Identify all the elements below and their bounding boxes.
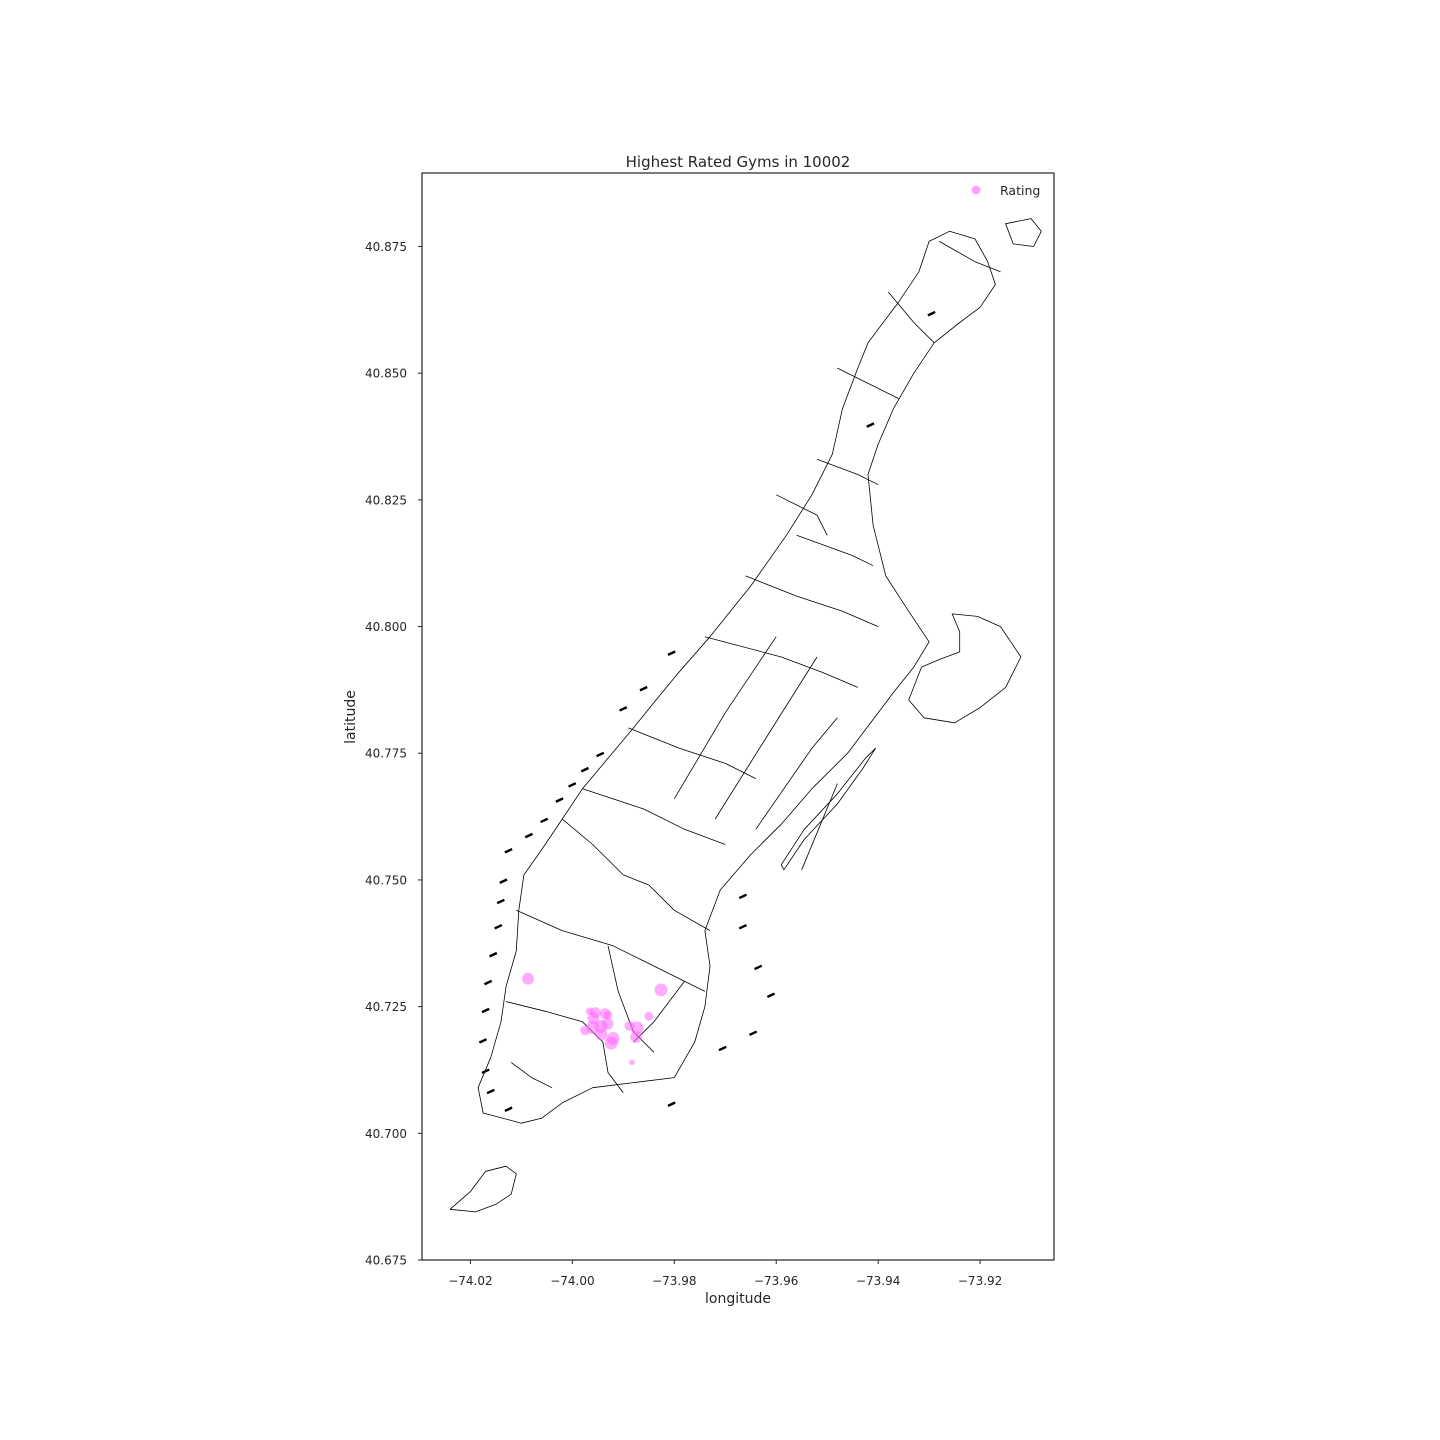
zip-boundary-line-8 <box>673 636 777 800</box>
pier-6 <box>489 951 498 958</box>
pier-19 <box>667 650 676 656</box>
pier-3 <box>478 1038 488 1044</box>
y-tick-label-2: 40.725 <box>365 1000 407 1014</box>
pier-20 <box>866 422 875 428</box>
chart-title: Highest Rated Gyms in 10002 <box>626 153 851 171</box>
pier-12 <box>540 817 549 824</box>
pier-1 <box>486 1088 495 1095</box>
zip-boundary-line-19 <box>939 241 1001 273</box>
x-tick-label-2: −73.98 <box>652 1274 696 1288</box>
pier-28 <box>667 1101 676 1107</box>
y-tick-label-6: 40.825 <box>365 493 407 507</box>
pier-17 <box>619 706 628 712</box>
zip-boundary-line-0 <box>510 1062 553 1089</box>
gym-point-7 <box>587 1012 600 1025</box>
manhattan-outline <box>477 230 996 1124</box>
zip-boundary-line-7 <box>628 727 756 779</box>
pier-5 <box>483 979 493 986</box>
zip-boundary-line-16 <box>816 458 879 486</box>
zip-boundary-line-15 <box>776 494 828 536</box>
pier-24 <box>754 964 763 971</box>
pier-2 <box>481 1068 490 1075</box>
zip-boundary-line-17 <box>837 367 899 399</box>
pier-15 <box>580 766 590 773</box>
zip-boundary-line-5 <box>561 818 711 931</box>
legend: Rating <box>971 183 1040 198</box>
y-tick-label-7: 40.850 <box>365 367 407 381</box>
zip-boundary-line-14 <box>796 534 874 567</box>
zip-boundary-line-6 <box>582 788 726 845</box>
pier-11 <box>524 832 534 839</box>
gym-point-6 <box>644 1011 654 1021</box>
pier-22 <box>738 893 748 900</box>
x-tick-label-0: −74.02 <box>448 1274 492 1288</box>
y-tick-label-5: 40.800 <box>365 620 407 634</box>
y-tick-label-0: 40.675 <box>365 1254 407 1268</box>
gym-point-17 <box>604 1036 618 1050</box>
gym-point-0 <box>522 972 534 985</box>
x-tick-label-1: −74.00 <box>550 1274 594 1288</box>
gym-point-5 <box>603 1010 613 1020</box>
pier-0 <box>504 1106 513 1113</box>
pier-25 <box>766 992 776 999</box>
gym-point-1 <box>654 983 668 997</box>
y-tick-label-8: 40.875 <box>365 240 407 254</box>
zip-boundary-line-2 <box>516 909 706 992</box>
pier-26 <box>748 1030 758 1037</box>
pier-23 <box>738 923 748 930</box>
pier-16 <box>596 751 605 758</box>
zip-boundary-line-12 <box>704 636 858 688</box>
pier-4 <box>481 1007 490 1014</box>
pier-10 <box>504 847 513 854</box>
pier-21 <box>927 310 936 317</box>
y-axis: 40.675 40.700 40.725 40.750 40.775 40.800 40.8… <box>365 240 422 1268</box>
zip-boundary-line-18 <box>888 291 935 344</box>
y-tick-label-4: 40.775 <box>365 747 407 761</box>
pier-27 <box>718 1045 727 1052</box>
gym-point-13 <box>630 1021 644 1035</box>
pier-13 <box>555 797 564 803</box>
zip-boundary-line-10 <box>755 717 838 830</box>
x-axis-label: longitude <box>705 1291 771 1307</box>
x-tick-label-4: −73.94 <box>856 1274 900 1288</box>
pier-7 <box>494 923 503 930</box>
map-layer <box>449 218 1042 1213</box>
gym-point-18 <box>629 1059 635 1066</box>
randalls-island-outline <box>908 613 1022 724</box>
zip-boundary-line-11 <box>801 783 838 870</box>
gym-point-14 <box>595 1028 608 1041</box>
points-layer <box>522 972 668 1066</box>
zip-boundary-line-9 <box>714 656 818 820</box>
y-tick-label-3: 40.750 <box>365 873 407 887</box>
legend-marker <box>971 185 981 195</box>
pier-8 <box>496 898 505 905</box>
zip-boundary-line-13 <box>745 575 879 627</box>
zip-boundary-line-3 <box>607 945 655 1053</box>
plot-frame <box>421 172 1055 1261</box>
x-tick-label-5: −73.92 <box>958 1274 1002 1288</box>
y-axis-label: latitude <box>343 690 359 744</box>
y-tick-label-1: 40.700 <box>365 1127 407 1141</box>
pier-9 <box>499 878 508 884</box>
gym-point-16 <box>630 1031 643 1043</box>
marble-hill-outline <box>1005 218 1042 247</box>
roosevelt-island-outline <box>780 747 876 871</box>
pier-18 <box>639 685 648 692</box>
pier-14 <box>568 782 577 788</box>
x-tick-label-3: −73.96 <box>754 1274 798 1288</box>
legend-label-rating: Rating <box>1000 183 1040 198</box>
governors-island-outline <box>449 1165 517 1213</box>
gym-point-12 <box>580 1025 590 1036</box>
x-axis: −74.02 −74.00 −73.98 −73.96 −73.94 −73.92 <box>448 1260 1002 1288</box>
